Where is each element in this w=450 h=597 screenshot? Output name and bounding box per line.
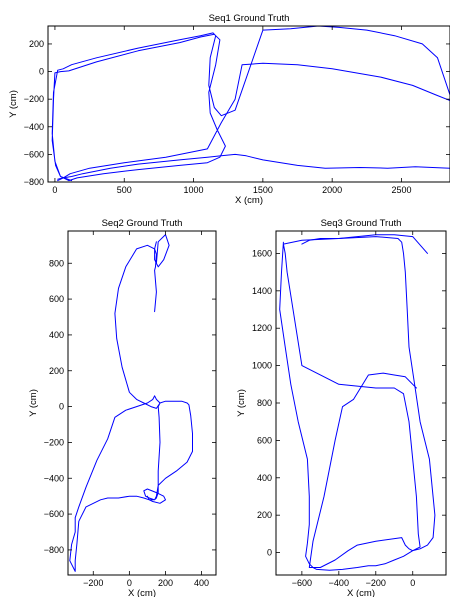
seq3-x-tick-label: 0 [410,578,415,588]
seq3-y-tick-label: 600 [257,435,272,445]
seq2-title: Seq2 Ground Truth [102,218,183,229]
seq3-x-axis-label: X (cm) [347,588,375,597]
seq3-x-tick-label: −400 [329,578,349,588]
seq1-y-tick-label: 200 [29,39,44,49]
seq3-trajectory-1 [279,236,436,571]
seq3-trajectory-2 [301,234,428,254]
seq2-y-tick-label: 0 [59,402,64,412]
seq3-y-tick-label: 1200 [252,323,272,333]
seq1-chart: 0 500 1000 1500 2000 25002000−200−400−600−800… [8,13,450,206]
seq2-y-tick-label: −400 [44,473,64,483]
seq1-trajectory-2 [57,153,450,180]
seq1-x-axis-label: X (cm) [235,195,263,206]
seq3-traces [279,234,436,571]
seq1-x-tick-label: 0 [52,185,57,195]
seq3-x-tick-label: −600 [292,578,312,588]
seq3-y-tick-label: 1400 [252,286,272,296]
seq2-y-tick-label: −200 [44,437,64,447]
seq2-y-tick-label: 400 [49,330,64,340]
seq1-traces [51,26,450,182]
seq2-y-tick-label: 800 [49,258,64,268]
seq1-x-tick-label: 1500 [253,185,273,195]
seq3-y-tick-label: 400 [257,473,272,483]
seq3-y-tick-label: 200 [257,510,272,520]
seq1-x-tick-label: 2500 [391,185,411,195]
seq2-y-tick-label: 600 [49,294,64,304]
seq2-trajectory-1 [69,244,193,572]
seq2-x-axis-label: X (cm) [128,588,156,597]
seq2-x-tick-label: 0 [127,578,132,588]
seq3-y-tick-label: 1000 [252,361,272,371]
seq1-y-tick-label: 0 [39,67,44,77]
seq3-y-axis-label: Y (cm) [236,389,247,417]
seq2-x-tick-label: 200 [158,578,173,588]
seq2-y-tick-label: −800 [44,545,64,555]
seq3-y-tick-label: 0 [267,548,272,558]
seq1-x-tick-label: 1000 [184,185,204,195]
seq2-traces [69,234,193,572]
seq1-y-tick-label: −600 [24,149,44,159]
seq3-x-tick-label: −200 [366,578,386,588]
seq2-trajectory-2 [154,234,170,268]
seq3-chart: −600 −400 −200 0 1600 1400 1200 1000 800 600 400 20… [236,218,447,597]
seq2-plot-frame [67,230,217,576]
seq1-y-axis-label: Y (cm) [8,90,19,118]
seq2-y-tick-label: −600 [44,509,64,519]
seq2-x-tick-label: 400 [194,578,209,588]
seq1-plot-frame [47,25,450,183]
seq2-chart: −200 0 200 400 800 600 400 200 0 −200 −400 −600 −800… [28,218,217,597]
seq1-y-tick-label: −800 [24,177,44,187]
seq1-x-tick-label: 500 [117,185,132,195]
seq2-y-axis-label: Y (cm) [28,389,39,417]
seq1-y-tick-label: −400 [24,122,44,132]
seq3-y-tick-label: 800 [257,398,272,408]
seq2-x-tick-label: −200 [83,578,103,588]
seq1-title: Seq1 Ground Truth [209,13,290,24]
seq1-trajectory-1 [51,26,450,182]
seq1-x-tick-label: 2000 [322,185,342,195]
seq3-plot-frame [275,230,447,576]
seq3-title: Seq3 Ground Truth [321,218,402,229]
seq1-y-tick-label: −200 [24,94,44,104]
seq2-y-tick-label: 200 [49,366,64,376]
seq3-y-tick-label: 1600 [252,248,272,258]
